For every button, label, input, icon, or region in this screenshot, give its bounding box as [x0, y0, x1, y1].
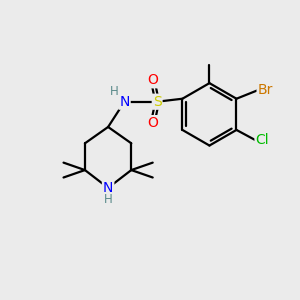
Text: H: H [104, 193, 112, 206]
Text: Br: Br [258, 83, 273, 97]
Text: N: N [103, 181, 113, 195]
Text: Cl: Cl [256, 133, 269, 147]
Text: O: O [147, 116, 158, 130]
Text: S: S [153, 95, 161, 109]
Text: N: N [119, 95, 130, 109]
Text: O: O [147, 73, 158, 87]
Text: H: H [110, 85, 118, 98]
